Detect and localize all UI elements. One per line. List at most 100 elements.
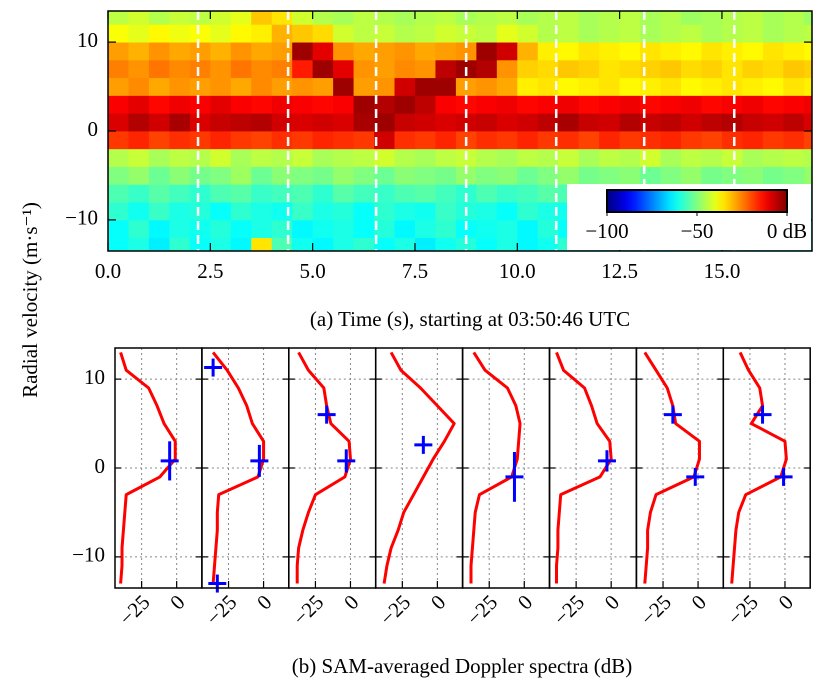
heatmap xyxy=(108,11,812,251)
heatmap-cell xyxy=(660,24,682,43)
heatmap-cell xyxy=(476,24,498,43)
heatmap-cell xyxy=(476,131,498,150)
heatmap-cell xyxy=(251,237,273,251)
heatmap-cell xyxy=(721,11,743,25)
heatmap-cell xyxy=(762,166,784,185)
heatmap-cell xyxy=(312,219,334,239)
heatmap-cell xyxy=(374,113,395,132)
heatmap-cell xyxy=(435,24,457,43)
heatmap-cell xyxy=(619,95,641,114)
heatmap-cell xyxy=(251,24,273,43)
heatmap-cell xyxy=(230,184,252,203)
heatmap-cell xyxy=(128,113,150,132)
heatmap-cell xyxy=(414,24,436,43)
heatmap-cell xyxy=(251,131,273,150)
heatmap-cell xyxy=(394,59,416,79)
heatmap-cell xyxy=(599,166,621,185)
heatmap-cell xyxy=(742,42,764,61)
heatmap-cell xyxy=(230,166,252,185)
heatmap-cell xyxy=(374,131,395,150)
heatmap-cell xyxy=(455,42,477,61)
heatmap-cell xyxy=(701,77,723,96)
heatmap-cell xyxy=(496,184,518,203)
heatmap-cell xyxy=(353,59,375,79)
heatmap-cell xyxy=(128,184,150,203)
heatmap-cell xyxy=(517,24,539,43)
heatmap-cell xyxy=(251,113,273,132)
heatmap-cell xyxy=(394,148,416,167)
heatmap-cell xyxy=(128,202,150,221)
heatmap-cell xyxy=(701,24,723,43)
heatmap-cell xyxy=(312,148,334,167)
heatmap-cell xyxy=(333,237,354,251)
heatmap-cell xyxy=(599,95,621,114)
heatmap-cell xyxy=(148,237,170,251)
heatmap-cell xyxy=(803,59,812,79)
x-tick-label: −25 xyxy=(114,590,154,630)
heatmap-cell xyxy=(230,131,252,150)
heatmap-cell xyxy=(292,166,314,185)
heatmap-cell xyxy=(721,77,743,96)
heatmap-cell xyxy=(803,24,812,43)
heatmap-cell xyxy=(189,219,211,239)
heatmap-cell xyxy=(108,131,129,150)
x-tick-label: 7.5 xyxy=(402,259,428,283)
heatmap-cell xyxy=(128,148,150,167)
heatmap-cell xyxy=(742,95,764,114)
heatmap-cell xyxy=(189,95,211,114)
heatmap-cell xyxy=(783,95,805,114)
heatmap-cell xyxy=(762,148,784,167)
heatmap-cell xyxy=(537,219,559,239)
heatmap-cell xyxy=(414,237,436,251)
heatmap-cell xyxy=(251,59,273,79)
x-tick-label: 0 xyxy=(426,590,450,614)
heatmap-cell xyxy=(108,237,129,251)
heatmap-cell xyxy=(762,113,784,132)
heatmap-cell xyxy=(210,11,232,25)
heatmap-cell xyxy=(578,77,600,96)
heatmap-cell xyxy=(537,237,559,251)
heatmap-cell xyxy=(189,202,211,221)
heatmap-cell xyxy=(558,95,580,114)
heatmap-cell xyxy=(619,77,641,96)
heatmap-cell xyxy=(374,24,395,43)
heatmap-cell xyxy=(210,237,232,251)
y-tick-label: −10 xyxy=(72,543,105,567)
heatmap-cell xyxy=(701,166,723,185)
x-tick-label: −25 xyxy=(288,590,328,630)
heatmap-cell xyxy=(312,166,334,185)
heatmap-cell xyxy=(660,148,682,167)
heatmap-cell xyxy=(476,184,498,203)
heatmap-cell xyxy=(435,184,457,203)
heatmap-cell xyxy=(803,131,812,150)
heatmap-cell xyxy=(537,24,559,43)
heatmap-cell xyxy=(169,202,191,221)
heatmap-cell xyxy=(619,11,641,25)
heatmap-cell xyxy=(721,24,743,43)
heatmap-cell xyxy=(292,42,314,61)
heatmap-cell xyxy=(312,24,334,43)
heatmap-cell xyxy=(435,42,457,61)
heatmap-cell xyxy=(681,148,702,167)
heatmap-cell xyxy=(108,24,129,43)
heatmap-cell xyxy=(578,95,600,114)
heatmap-cell xyxy=(435,77,457,96)
heatmap-cell xyxy=(394,113,416,132)
heatmap-cell xyxy=(374,11,395,25)
heatmap-cell xyxy=(721,95,743,114)
y-tick-label: 0 xyxy=(95,454,106,478)
heatmap-cell xyxy=(169,184,191,203)
spectrum-line xyxy=(119,351,177,584)
heatmap-cell xyxy=(599,113,621,132)
heatmap-cell xyxy=(414,95,436,114)
heatmap-cell xyxy=(148,166,170,185)
heatmap-cell xyxy=(374,202,395,221)
heatmap-cell xyxy=(803,42,812,61)
x-tick-label: −25 xyxy=(549,590,589,630)
spectrum-panel: −25 0 −10 0 10 xyxy=(72,347,203,630)
heatmap-cell xyxy=(169,148,191,167)
heatmap-cell xyxy=(210,131,232,150)
heatmap-cell xyxy=(578,59,600,79)
heatmap-cell xyxy=(353,77,375,96)
heatmap-cell xyxy=(721,113,743,132)
